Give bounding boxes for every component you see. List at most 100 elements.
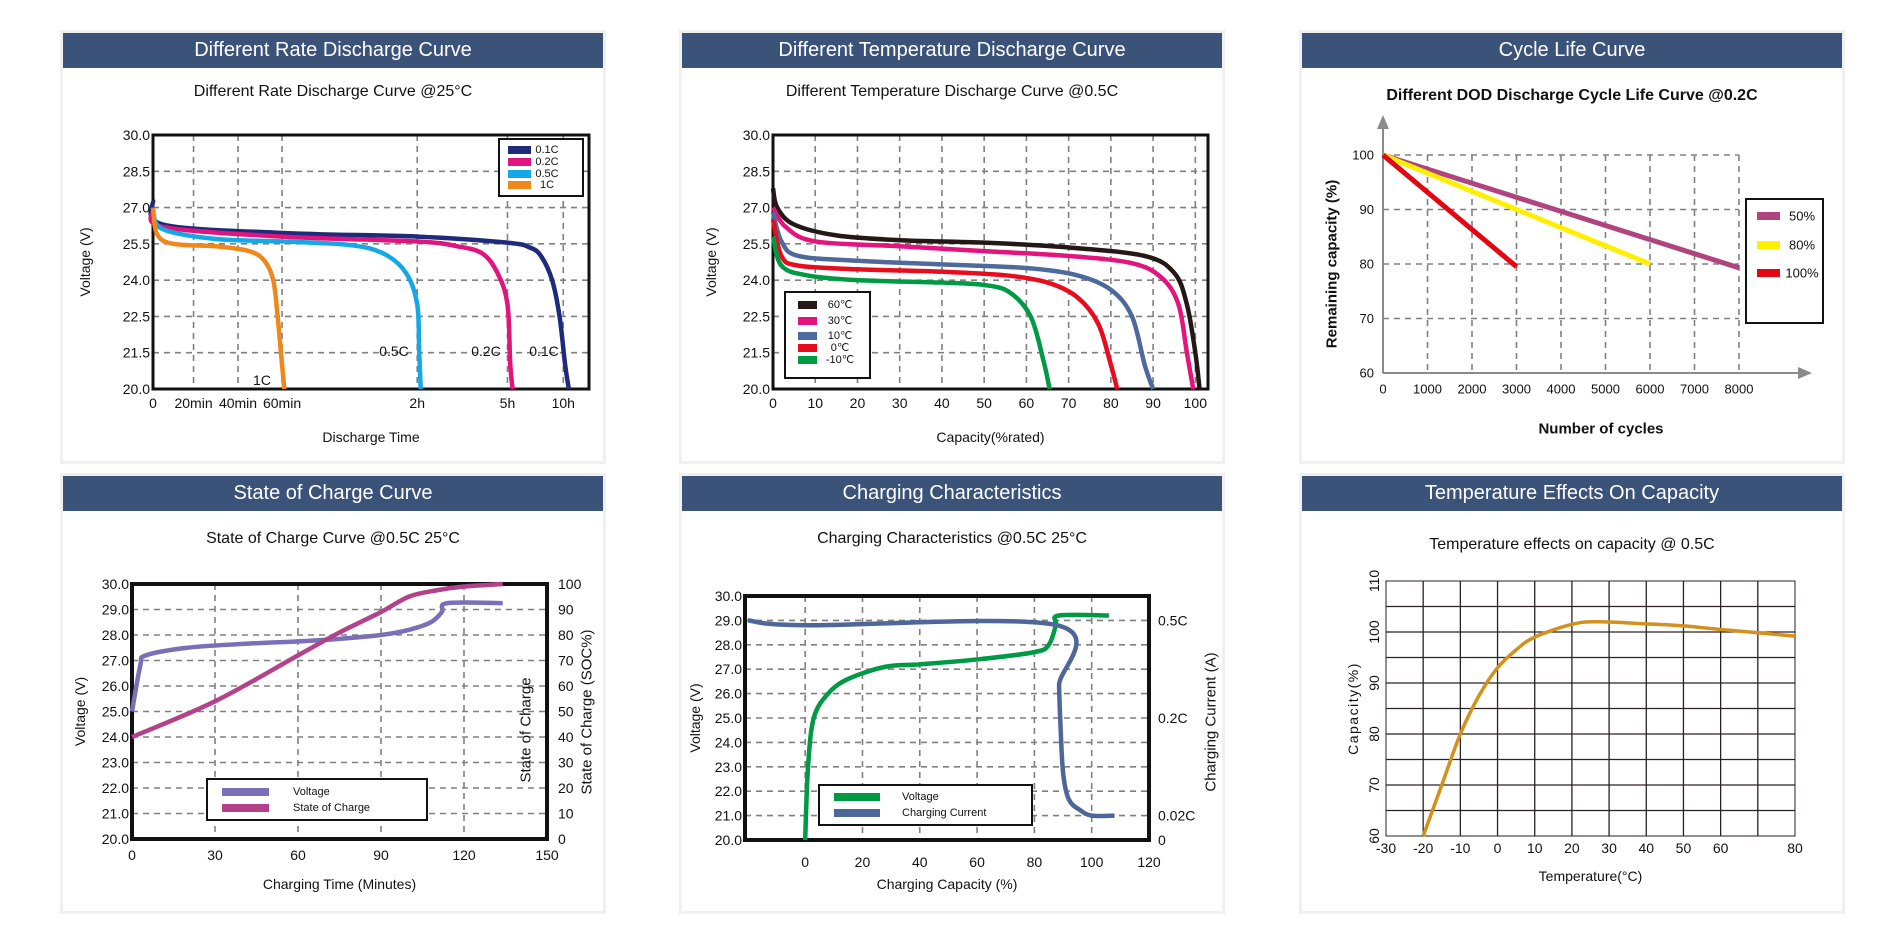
legend-swatch	[798, 344, 817, 352]
x-tick-label: 0	[1379, 382, 1386, 397]
plot-frame	[771, 133, 1210, 391]
x-tick-label: 20	[1564, 840, 1580, 856]
y-tick-label: 21.5	[123, 345, 150, 361]
x-tick-label: -30	[1376, 840, 1396, 856]
x-tick-label: 30	[892, 395, 908, 411]
legend-swatch	[834, 809, 880, 817]
chart-title: Different DOD Discharge Cycle Life Curve…	[1386, 87, 1758, 104]
x-tick-label: 30	[1601, 840, 1617, 856]
x-tick-label: 70	[1061, 395, 1077, 411]
y-tick-label: 24.0	[715, 734, 742, 750]
panel-header: State of Charge Curve	[63, 476, 603, 511]
x-tick-label: 0	[128, 847, 136, 863]
y-tick-label: 22.0	[715, 783, 742, 799]
legend: 50% 80% 100%	[1745, 198, 1824, 324]
x-tick-label: 0	[149, 395, 157, 411]
y-tick-label: 100	[1352, 148, 1374, 163]
x-tick-label: 120	[1137, 854, 1161, 870]
x-tick-label: 2h	[409, 395, 425, 411]
legend-swatch	[508, 158, 531, 166]
legend: Voltage Charging Current	[818, 784, 1033, 826]
y2-axis-label: State of Charge	[518, 677, 535, 782]
y-tick-label: 21.0	[715, 808, 742, 824]
y-axis-label: Voltage (V)	[72, 677, 88, 746]
curve-annotation: 0.2C	[471, 343, 501, 359]
series-line-0	[770, 187, 1202, 390]
x-tick-label: 60	[290, 847, 306, 863]
y-tick-label: 20.0	[102, 831, 129, 847]
y-tick-label: 25.5	[743, 236, 770, 252]
y-tick-label: 28.0	[715, 637, 742, 653]
x-tick-label: 80	[1027, 854, 1043, 870]
y-tick-label: 28.5	[123, 163, 150, 179]
panel-header: Cycle Life Curve	[1302, 33, 1842, 68]
legend-label: 0.2C	[535, 156, 558, 168]
chart-title: Different Rate Discharge Curve @25°C	[193, 83, 473, 100]
y-axis-arrow-icon	[1377, 115, 1389, 129]
y-tick-label: 29.0	[102, 602, 129, 618]
x-axis-label: Number of cycles	[1538, 421, 1663, 438]
curve-annotation: 0.5C	[379, 343, 409, 359]
series-line-1	[747, 618, 1115, 819]
x-tick-label: 100	[1184, 395, 1208, 411]
panel-temperature-capacity: Temperature Effects On Capacity Temperat…	[1302, 476, 1842, 911]
y-tick-label: 30.0	[123, 127, 150, 143]
x-tick-label: 60	[1019, 395, 1035, 411]
x-tick-label: 3000	[1502, 382, 1531, 397]
x-tick-label: 150	[535, 847, 559, 863]
y-tick-label: 25.0	[102, 704, 129, 720]
x-axis-label: Temperature(°C)	[1539, 868, 1643, 884]
legend-box	[818, 784, 1033, 826]
x-axis-label: Discharge Time	[322, 429, 419, 445]
y-tick-label: 27.0	[102, 653, 129, 669]
temperature-capacity-chart: -30 -20 -10 0 10 20 30 40 50 60 80 110 100 90 80 70 60 Te…	[1345, 570, 1803, 884]
y2-tick-label: 0	[558, 831, 566, 847]
legend-label: 60℃	[828, 299, 853, 311]
y-tick-label: 80	[1360, 257, 1374, 272]
y-tick-label: 70	[1360, 311, 1374, 326]
y2-tick-label: 0.5C	[1158, 612, 1188, 628]
y-tick-label: 24.0	[743, 272, 770, 288]
legend: Voltage State of Charge	[206, 778, 428, 821]
y-tick-label: 29.0	[715, 612, 742, 628]
y-tick-label: 30.0	[102, 576, 129, 592]
y-tick-label: 90	[1366, 675, 1382, 691]
x-tick-label: -10	[1450, 840, 1470, 856]
series-line-4	[770, 235, 1052, 390]
legend-label: 80%	[1789, 238, 1815, 253]
legend-swatch	[834, 793, 880, 801]
y-tick-label: 21.5	[743, 345, 770, 361]
y-tick-label: 30.0	[743, 127, 770, 143]
series-line-1	[1382, 152, 1651, 267]
y2-tick-label: 0	[1158, 832, 1166, 848]
legend-label: 10℃	[828, 330, 853, 342]
charging-characteristics-chart: 0 20 40 60 80 100 120 30.0 29.0 28.0 27.0 26.0 25.0 2…	[687, 588, 1220, 892]
x-tick-label: 60min	[263, 395, 301, 411]
legend-label: 0.5C	[535, 168, 558, 180]
x-tick-label: 0	[801, 854, 809, 870]
x-tick-label: 90	[1145, 395, 1161, 411]
cycle-life-chart: 0 1000 2000 3000 4000 5000 6000 7000 8000 100 90 80…	[1324, 115, 1824, 438]
x-tick-label: 50	[1676, 840, 1692, 856]
x-axis-label: Charging Capacity (%)	[877, 876, 1018, 892]
legend-swatch	[508, 181, 531, 189]
x-tick-label: 8000	[1725, 382, 1754, 397]
y-tick-label: 27.0	[715, 661, 742, 677]
x-tick-label: 40	[912, 854, 928, 870]
x-tick-label: 10h	[552, 395, 575, 411]
panel-cycle-life: Cycle Life Curve Different DOD Discharge…	[1302, 33, 1842, 461]
series-line-0	[129, 600, 503, 712]
y-tick-label: 26.0	[715, 686, 742, 702]
legend-label: 0.1C	[535, 144, 558, 156]
y-tick-label: 80	[1366, 726, 1382, 742]
x-tick-label: 0	[769, 395, 777, 411]
chart-title: State of Charge Curve @0.5C 25°C	[206, 530, 460, 547]
y2-tick-label: 90	[558, 602, 574, 618]
y-tick-label: 30.0	[715, 588, 742, 604]
y-tick-label: 22.0	[102, 780, 129, 796]
legend-swatch	[798, 317, 817, 325]
panel-state-of-charge: State of Charge Curve State of Charge Cu…	[63, 476, 603, 911]
y-tick-label: 22.5	[123, 308, 150, 324]
legend-swatch	[1757, 212, 1780, 220]
series-line-2	[150, 211, 423, 390]
